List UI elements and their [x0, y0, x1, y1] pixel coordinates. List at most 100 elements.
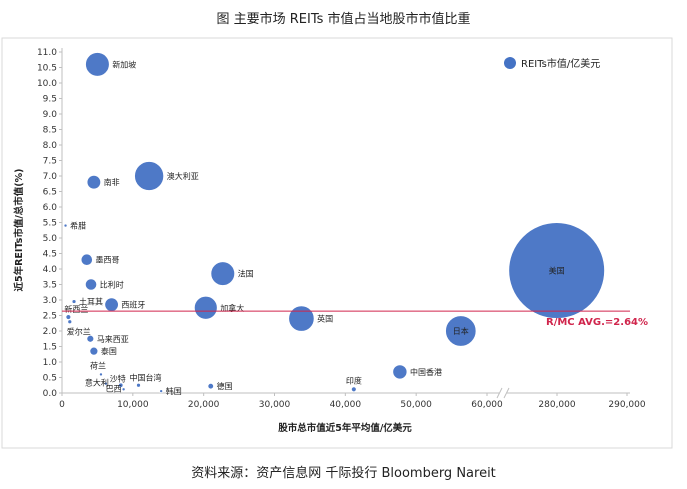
x-tick-label: 0 — [59, 400, 65, 410]
y-tick-label: 1.5 — [43, 343, 57, 353]
y-tick-label: 4.0 — [43, 265, 58, 275]
average-line-label: R/MC AVG.=2.64% — [546, 317, 648, 328]
bubble-中国台湾 — [136, 382, 141, 388]
point-label: 西班牙 — [121, 300, 145, 310]
bubble-马来西亚 — [86, 334, 95, 343]
point-label: 马来西亚 — [97, 335, 129, 344]
x-tick-label: 50,000 — [400, 400, 432, 410]
bubble-新西兰 — [65, 314, 72, 320]
point-label: 法国 — [238, 269, 254, 279]
bubble-希腊 — [63, 223, 68, 228]
bubble-中国香港 — [392, 364, 408, 380]
point-label: 英国 — [317, 314, 333, 324]
legend: REITs市值/亿美元 — [504, 57, 600, 70]
y-tick-label: 0.0 — [43, 389, 58, 399]
point-label: 日本 — [453, 326, 469, 336]
bubble-加拿大 — [193, 295, 218, 320]
x-axis-title: 股市总市值近5年平均值/亿美元 — [278, 422, 412, 434]
point-label: 加拿大 — [220, 303, 244, 313]
bubble-法国 — [210, 261, 236, 286]
y-tick-label: 11.0 — [37, 48, 57, 58]
bubble-英国 — [288, 305, 315, 332]
axis-break-mark — [496, 387, 503, 399]
y-tick-label: 7.5 — [43, 157, 57, 167]
average-line-group: R/MC AVG.=2.64% — [62, 310, 648, 328]
bubble-荷兰 — [98, 372, 103, 377]
x-tick-label: 30,000 — [259, 400, 291, 410]
bubble-土耳其 — [71, 299, 77, 304]
point-label: 比利时 — [100, 280, 124, 290]
point-label: 澳大利亚 — [167, 171, 199, 181]
y-tick-label: 8.0 — [43, 141, 58, 151]
axis-break-mark — [503, 387, 510, 399]
bubble-美国 — [507, 221, 606, 320]
bubble-德国 — [207, 382, 214, 390]
point-label: 爱尔兰 — [67, 327, 91, 337]
x-tick-label: 40,000 — [330, 400, 362, 410]
y-tick-label: 2.0 — [43, 327, 58, 337]
point-label: 巴西 — [106, 384, 122, 393]
bubble-沙特 — [118, 382, 124, 388]
y-axis-title: 近5年REITs市值/总市值(%) — [13, 169, 25, 292]
y-tick-label: 9.0 — [43, 110, 58, 120]
y-tick-label: 10.0 — [37, 79, 57, 89]
bubble-比利时 — [84, 278, 98, 291]
legend-marker — [504, 57, 516, 69]
point-label: 韩国 — [166, 386, 182, 396]
y-tick-label: 9.5 — [43, 95, 57, 105]
y-tick-label: 5.5 — [43, 219, 57, 229]
source-note: 资料来源：资产信息网 千际投行 Bloomberg Nareit — [191, 466, 496, 481]
point-label: 希腊 — [70, 221, 86, 231]
bubble-新加坡 — [85, 52, 110, 77]
point-label: 印度 — [346, 375, 362, 385]
y-tick-label: 1.0 — [43, 358, 58, 368]
y-tick-label: 8.5 — [43, 126, 57, 136]
x-tick-label: 60,000 — [471, 400, 503, 410]
y-tick-label: 2.5 — [43, 312, 57, 322]
point-label: 墨西哥 — [95, 256, 119, 265]
y-tick-label: 4.5 — [43, 250, 57, 260]
point-label: 南非 — [104, 177, 120, 187]
point-label: 意大利 — [85, 378, 109, 388]
bubble-韩国 — [159, 389, 164, 394]
bubble-西班牙 — [104, 297, 119, 312]
x-tick-label: 10,000 — [117, 400, 149, 410]
x-tick-label: 20,000 — [188, 400, 220, 410]
bubble-意大利 — [103, 381, 108, 386]
bubble-泰国 — [89, 346, 99, 356]
x-axis-ticks: 0 10,000 20,000 30,000 40,000 50,000 60,000 280… — [59, 393, 646, 410]
bubble-澳大利亚 — [134, 161, 165, 191]
y-tick-label: 6.5 — [43, 188, 57, 198]
point-label: 美国 — [549, 266, 565, 276]
point-label: 泰国 — [101, 346, 117, 356]
y-tick-label: 10.5 — [37, 64, 57, 74]
y-tick-label: 3.0 — [43, 296, 58, 306]
point-label: 中国香港 — [410, 367, 442, 377]
point-label: 德国 — [217, 381, 233, 391]
point-label: 新加坡 — [112, 59, 136, 69]
y-tick-label: 3.5 — [43, 281, 57, 291]
axes — [61, 48, 630, 399]
bubble-墨西哥 — [80, 253, 93, 266]
y-axis-ticks: 0.0 0.5 1.0 1.5 2.0 2.5 3.0 3.5 4.0 4.5 5.0 5.5 6.0 6… — [37, 48, 62, 399]
point-label: 土耳其 — [79, 297, 103, 307]
plot-border — [1, 37, 673, 449]
bubbles — [63, 52, 606, 394]
point-label: 新西兰 — [64, 304, 88, 314]
y-tick-label: 0.5 — [43, 374, 57, 384]
y-tick-label: 7.0 — [43, 172, 58, 182]
bubble-日本 — [445, 315, 477, 347]
y-tick-label: 5.0 — [43, 234, 58, 244]
bubble-南非 — [86, 174, 102, 190]
x-tick-label: 290,000 — [608, 400, 645, 410]
legend-label: REITs市值/亿美元 — [521, 57, 600, 70]
bubble-印度 — [350, 386, 357, 393]
point-label: 中国台湾 — [130, 372, 162, 382]
bubble-爱尔兰 — [67, 319, 73, 325]
bubble-巴西 — [121, 387, 126, 392]
chart-title: 图 主要市场 REITs 市值占当地股市市值比重 — [216, 12, 471, 27]
x-tick-label: 280,000 — [538, 400, 575, 410]
point-label: 荷兰 — [90, 360, 106, 370]
